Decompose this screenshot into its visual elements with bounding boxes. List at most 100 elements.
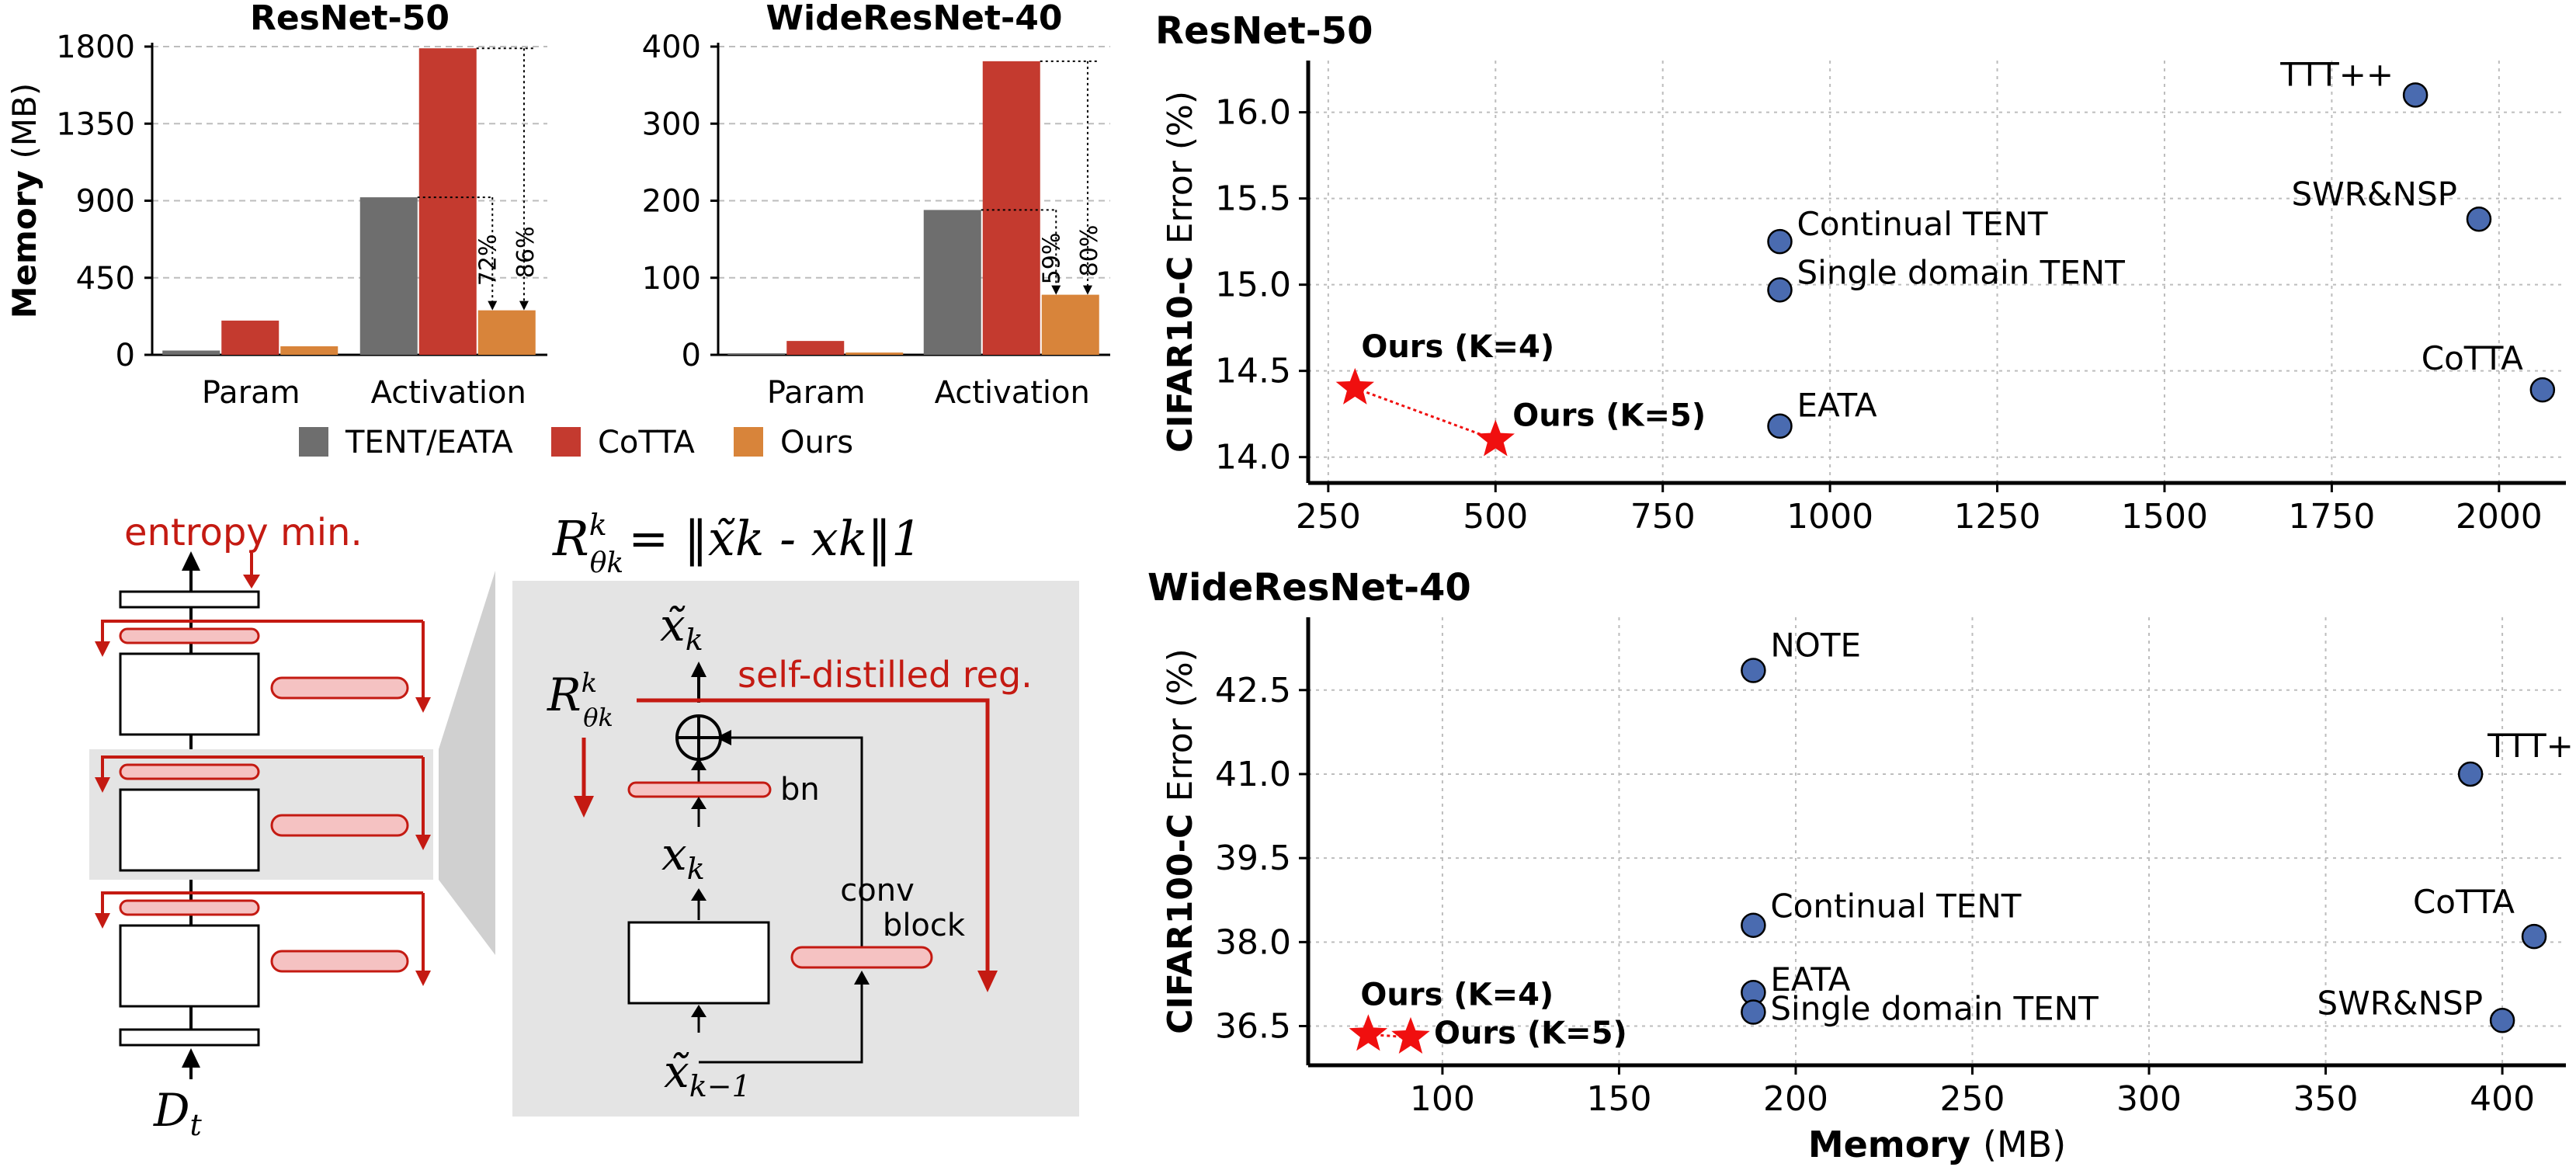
point-label: EATA	[1770, 960, 1850, 999]
data-point	[1767, 413, 1793, 439]
x-tick-label: 250	[1296, 497, 1361, 537]
bar	[162, 350, 220, 355]
conv-box	[627, 921, 770, 1005]
data-point	[2466, 207, 2492, 232]
legend-label: TENT/EATA	[345, 425, 513, 460]
legend-swatch	[734, 427, 763, 457]
y-axis-label: CIFAR10-C Error (%)	[1161, 91, 1200, 453]
zoom-connector	[439, 571, 495, 955]
y-tick-label: 36.5	[1215, 1007, 1291, 1047]
point-label: Continual TENT	[1797, 205, 2048, 243]
bar-chart-resnet50: 0 450 900 1350 1800 ResNet-50 Memory (MB) Param…	[5, 0, 547, 411]
point-label: TTT++	[2279, 55, 2394, 93]
entropy-label: entropy min.	[124, 511, 363, 554]
bar	[923, 210, 981, 355]
data-point	[2521, 923, 2547, 950]
side-R: Rk θk	[547, 668, 613, 732]
ref-arrowhead	[1051, 285, 1061, 295]
reg-path	[637, 698, 990, 974]
ours-label: Ours (K=4)	[1361, 329, 1554, 365]
y-tick-label: 400	[642, 30, 701, 65]
entropy-arrowhead	[243, 575, 260, 589]
scatter-chart-wideresnet40: 100 150 200 250 300 350 400 36.5 38.0 39.5 41.0 42.…	[1147, 566, 2576, 1165]
y-tick-label: 1800	[56, 30, 135, 65]
y-tick-label: 450	[76, 261, 135, 297]
bar	[477, 310, 536, 355]
data-point	[1741, 999, 1766, 1025]
ours-star	[1349, 1014, 1388, 1051]
point-label: Single domain TENT	[1770, 989, 2099, 1027]
x-tick-label: 200	[1763, 1079, 1828, 1119]
x-axis-label: Memory (MB)	[1808, 1124, 2066, 1165]
block-2	[95, 755, 431, 872]
y-axis-label: CIFAR100-C Error (%)	[1161, 648, 1200, 1034]
data-point	[2402, 82, 2428, 108]
x-tick-label: 400	[2470, 1079, 2535, 1119]
input-arrowhead	[182, 1048, 200, 1068]
ours-label: Ours (K=5)	[1434, 1016, 1627, 1051]
legend-label: CoTTA	[598, 425, 695, 460]
legend-swatch	[551, 427, 581, 457]
point-label: TTT++	[2487, 727, 2576, 765]
bar	[221, 320, 279, 355]
data-point	[2529, 377, 2556, 403]
ours-label: Ours (K=4)	[1360, 977, 1554, 1012]
x-tick-label: 1750	[2288, 497, 2375, 537]
ours-link	[1354, 387, 1496, 441]
reduction-label: 72%	[474, 234, 502, 287]
conv-label-2: block	[883, 908, 966, 943]
conv-label-1: conv	[840, 873, 915, 908]
ours-star	[1335, 367, 1374, 405]
y-tick-label: 39.5	[1215, 839, 1291, 878]
bar	[727, 353, 786, 355]
y-tick-label: 200	[642, 184, 701, 220]
bottom-layer-box	[119, 1028, 260, 1047]
data-point	[2489, 1008, 2515, 1033]
bar	[845, 353, 904, 355]
input-label: Dt	[153, 1084, 203, 1142]
data-point	[1741, 912, 1766, 938]
x-tick-label: 750	[1630, 497, 1696, 537]
bar	[786, 341, 845, 355]
reduction-label: 59%	[1038, 233, 1065, 285]
x-tick-label: Param	[767, 375, 866, 411]
y-tick-label: 1350	[56, 106, 135, 142]
bar	[982, 61, 1040, 356]
x-tick-label: 500	[1463, 497, 1528, 537]
ours-star	[1391, 1016, 1430, 1054]
x-tick-label: 2000	[2456, 497, 2543, 537]
in-label: x̃k−1	[664, 1045, 751, 1103]
x-tick-label: 350	[2293, 1079, 2359, 1119]
ref-arrowhead	[1082, 285, 1092, 295]
scatter-chart-resnet50: 250 500 750 1000 1250 1500 1750 2000 14.0 14.5 15.…	[1155, 9, 2566, 537]
point-label: NOTE	[1770, 627, 1861, 665]
reduction-label: 86%	[512, 227, 540, 279]
bar	[418, 48, 477, 355]
x-tick-label: Activation	[935, 375, 1090, 411]
legend-swatch	[299, 427, 328, 457]
ref-arrowhead	[488, 300, 498, 311]
point-label: SWR&NSP	[2291, 175, 2457, 213]
data-point	[1741, 658, 1766, 683]
y-tick-label: 42.5	[1215, 671, 1291, 710]
block-3	[95, 891, 431, 1008]
mid-label: xk	[661, 828, 705, 886]
x-tick-label: 100	[1410, 1079, 1475, 1119]
y-tick-label: 16.0	[1215, 93, 1291, 133]
bar-chart-title: ResNet-50	[250, 0, 450, 38]
bar	[359, 197, 418, 355]
reduction-label: 80%	[1076, 225, 1103, 277]
detail-panel	[512, 581, 1079, 1117]
point-label: SWR&NSP	[2317, 984, 2484, 1022]
x-tick-label: 1500	[2121, 497, 2208, 537]
out-label: x̃k	[660, 599, 703, 657]
point-label: CoTTA	[2422, 339, 2523, 377]
x-tick-label: 250	[1940, 1079, 2005, 1119]
x-tick-label: 1000	[1786, 497, 1873, 537]
y-tick-label: 100	[642, 261, 701, 297]
top-layer-box	[119, 590, 260, 609]
scatter-title: WideResNet-40	[1147, 566, 1471, 610]
scatter-title: ResNet-50	[1155, 9, 1373, 53]
bn-layer	[627, 781, 772, 798]
